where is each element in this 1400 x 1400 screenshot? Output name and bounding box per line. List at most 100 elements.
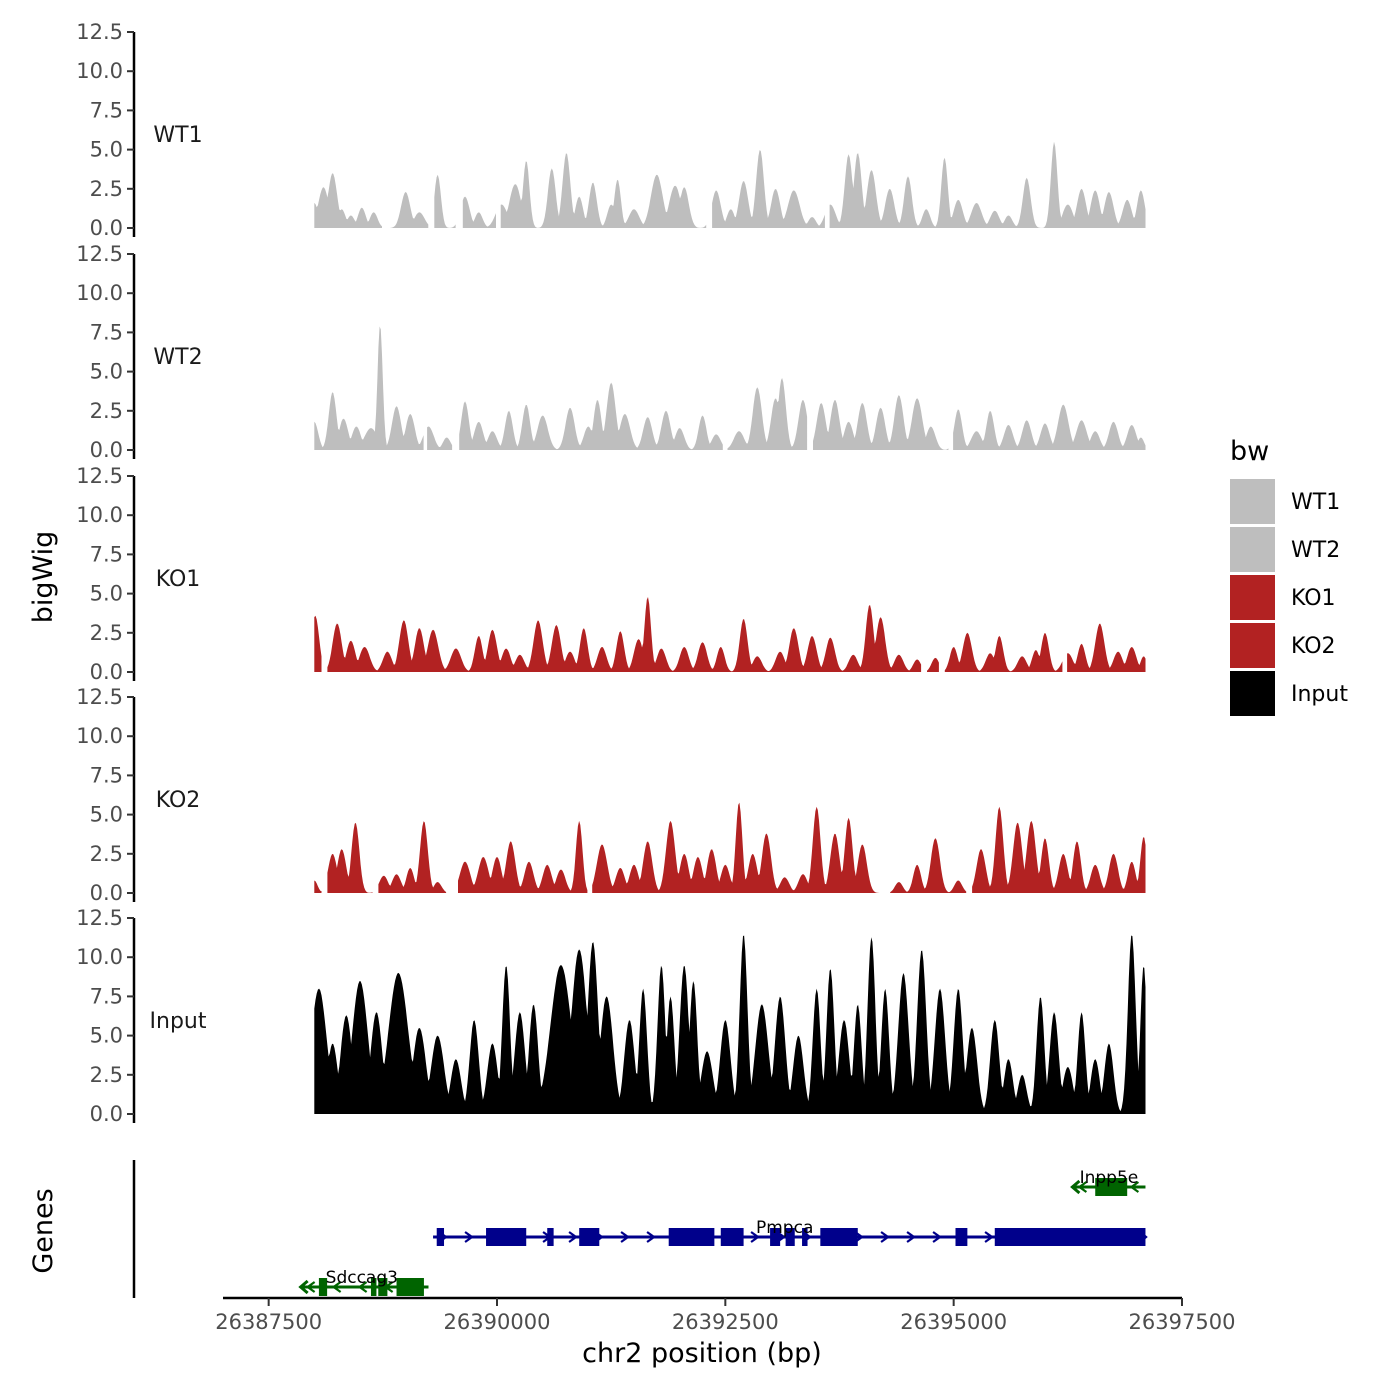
coverage-area-KO1	[314, 597, 1146, 672]
y-tick-label: 12.5	[76, 906, 123, 930]
gene-exon	[318, 1278, 328, 1296]
gene-exon	[994, 1228, 1146, 1246]
gene-exon	[668, 1228, 715, 1246]
strand-chevron	[464, 1231, 474, 1243]
y-tick-label: 0.0	[90, 438, 123, 462]
gene-exon	[378, 1278, 388, 1296]
y-tick-label: 12.5	[76, 685, 123, 709]
y-tick-label: 0.0	[90, 216, 123, 240]
genes-axis-title: Genes	[28, 1188, 59, 1273]
track-KO2: 0.0 2.5 5.0 7.5 10.0 12.5 KO2	[76, 685, 1146, 905]
y-tick-label: 2.5	[90, 621, 123, 645]
strand-chevron	[1077, 1181, 1088, 1193]
y-tick-label: 10.0	[76, 724, 123, 748]
y-tick-label: 5.0	[90, 582, 123, 606]
strand-chevron	[646, 1231, 656, 1243]
strand-chevron	[750, 1231, 760, 1243]
gene-exon	[436, 1228, 445, 1246]
y-tick-label: 0.0	[90, 881, 123, 905]
track-label: KO2	[156, 788, 201, 813]
gene-exon	[820, 1228, 858, 1246]
strand-chevron	[331, 1281, 342, 1293]
y-tick-label: 7.5	[90, 763, 123, 787]
track-WT1: 0.0 2.5 5.0 7.5 10.0 12.5 WT1	[76, 20, 1146, 240]
track-WT2: 0.0 2.5 5.0 7.5 10.0 12.5 WT2	[76, 242, 1146, 462]
y-tick-label: 0.0	[90, 660, 123, 684]
y-tick-label: 7.5	[90, 984, 123, 1008]
legend-swatch-Input	[1230, 671, 1275, 716]
strand-chevron	[932, 1231, 942, 1243]
gene-exon	[1095, 1178, 1128, 1196]
y-tick-label: 12.5	[76, 20, 123, 44]
strand-chevron	[984, 1231, 994, 1243]
strand-chevron	[880, 1231, 890, 1243]
strand-chevron	[568, 1231, 578, 1243]
gene-exon	[396, 1278, 424, 1296]
y-tick-label: 5.0	[90, 360, 123, 384]
gene-Inpp5e: Inpp5e	[1070, 1168, 1146, 1196]
coverage-area-WT2	[314, 326, 1146, 450]
track-label: WT2	[153, 345, 202, 370]
track-Input: 0.0 2.5 5.0 7.5 10.0 12.5 Input	[76, 906, 1146, 1126]
legend-swatch-WT2	[1230, 527, 1275, 572]
x-axis-title: chr2 position (bp)	[582, 1338, 822, 1369]
legend-swatch-KO1	[1230, 575, 1275, 620]
legend-swatch-KO2	[1230, 623, 1275, 668]
legend-swatch-WT1	[1230, 479, 1275, 524]
y-tick-label: 0.0	[90, 1102, 123, 1126]
gene-label: Pmpca	[756, 1218, 813, 1238]
gene-Pmpca: Pmpca	[433, 1218, 1148, 1246]
strand-chevron	[906, 1231, 916, 1243]
legend-label: WT2	[1291, 538, 1340, 563]
y-tick-label: 5.0	[90, 1024, 123, 1048]
x-tick-label: 26392500	[672, 1310, 779, 1334]
gene-exon	[770, 1228, 781, 1246]
y-tick-label: 10.0	[76, 59, 123, 83]
track-label: KO1	[156, 567, 201, 592]
track-label: Input	[150, 1009, 207, 1034]
x-tick-label: 26395000	[900, 1310, 1007, 1334]
gene-exon	[579, 1228, 600, 1246]
strand-chevron	[357, 1281, 368, 1293]
tracks-layer: 0.0 2.5 5.0 7.5 10.0 12.5 WT1 0.0 2.5 5.0 7.5 10.0 1…	[76, 20, 1146, 1126]
y-tick-label: 7.5	[90, 542, 123, 566]
y-tick-label: 2.5	[90, 842, 123, 866]
legend-title: bw	[1230, 436, 1269, 467]
coverage-area-WT1	[314, 141, 1146, 228]
y-tick-label: 10.0	[76, 503, 123, 527]
y-tick-label: 10.0	[76, 281, 123, 305]
x-axis: 26387500 26390000 26392500 26395000 26397500	[215, 1296, 1236, 1334]
track-label: WT1	[153, 123, 202, 148]
y-axis-title: bigWig	[28, 531, 59, 624]
y-tick-label: 7.5	[90, 320, 123, 344]
y-tick-label: 12.5	[76, 242, 123, 266]
gene-exon	[720, 1228, 744, 1246]
legend-label: WT1	[1291, 490, 1340, 515]
strand-end-arrow	[1070, 1179, 1081, 1195]
y-tick-label: 2.5	[90, 177, 123, 201]
gene-exon	[547, 1228, 554, 1246]
coverage-area-KO2	[314, 802, 1146, 893]
x-tick-label: 26397500	[1129, 1310, 1236, 1334]
gene-exon	[802, 1228, 808, 1246]
track-KO1: 0.0 2.5 5.0 7.5 10.0 12.5 KO1	[76, 464, 1146, 684]
y-tick-label: 2.5	[90, 399, 123, 423]
coverage-area-Input	[314, 935, 1146, 1114]
gene-exon	[370, 1278, 377, 1296]
strand-chevron	[620, 1231, 630, 1243]
gene-label: Sdccag3	[326, 1268, 398, 1288]
genes-layer: Inpp5e Pmpca Sdccag3	[132, 1160, 1148, 1298]
legend: bw WT1 WT2 KO1 KO2 Input	[1230, 436, 1348, 716]
strand-end-arrow	[298, 1279, 309, 1295]
legend-label: KO1	[1291, 586, 1336, 611]
gene-Sdccag3: Sdccag3	[298, 1268, 429, 1296]
y-tick-label: 5.0	[90, 803, 123, 827]
y-tick-label: 12.5	[76, 464, 123, 488]
y-tick-label: 10.0	[76, 945, 123, 969]
strand-chevron	[1129, 1181, 1140, 1193]
x-tick-label: 26387500	[215, 1310, 322, 1334]
y-tick-label: 7.5	[90, 98, 123, 122]
legend-label: Input	[1291, 682, 1348, 707]
legend-label: KO2	[1291, 634, 1336, 659]
